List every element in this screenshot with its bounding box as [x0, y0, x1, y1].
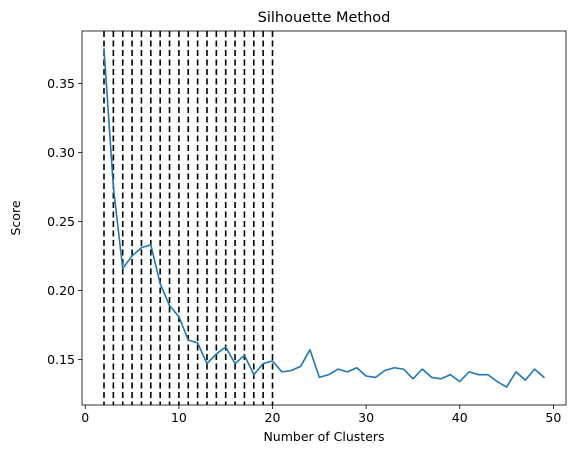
- x-tick-label-50: 50: [545, 410, 561, 425]
- x-tick-label-30: 30: [358, 410, 374, 425]
- axes-frame: [81, 30, 567, 406]
- y-tick-label-0.35: 0.35: [47, 76, 75, 91]
- x-tick-label-10: 10: [171, 410, 187, 425]
- y-axis-label: Score: [8, 200, 23, 235]
- x-tick-label-20: 20: [265, 410, 281, 425]
- y-tick-label-0.20: 0.20: [47, 283, 75, 298]
- chart-title: Silhouette Method: [258, 10, 391, 26]
- y-axis: 0.15 0.20 0.25 0.30 0.35: [47, 76, 82, 367]
- x-tick-label-0: 0: [81, 410, 89, 425]
- y-tick-label-0.25: 0.25: [47, 214, 75, 229]
- series-line-0: [103, 48, 545, 388]
- x-tick-label-40: 40: [452, 410, 468, 425]
- x-axis-label: Number of Clusters: [263, 429, 384, 444]
- y-tick-label-0.30: 0.30: [47, 145, 75, 160]
- y-tick-label-0.15: 0.15: [47, 352, 75, 367]
- x-axis: 0 10 20 30 40 50: [81, 405, 561, 425]
- plot-area: [103, 31, 545, 405]
